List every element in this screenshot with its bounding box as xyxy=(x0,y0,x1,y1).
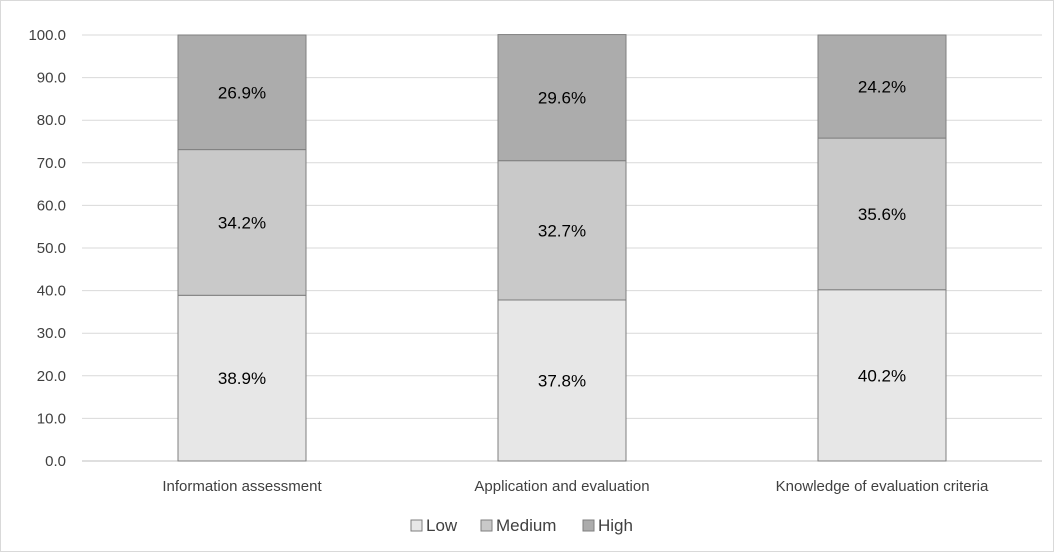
bar-segment-low xyxy=(497,299,627,462)
bar-segment-low xyxy=(817,289,947,462)
y-tick-label: 50.0 xyxy=(37,240,66,257)
data-label: 26.9% xyxy=(218,83,266,102)
data-label: 29.6% xyxy=(538,89,586,108)
data-labels: 38.9% 34.2% 26.9% 37.8% 32.7% 29.6% 40.2% 35.6%… xyxy=(218,78,906,391)
data-label: 37.8% xyxy=(538,371,586,390)
y-tick-label: 90.0 xyxy=(37,70,66,87)
data-label: 24.2% xyxy=(858,78,906,97)
data-label: 40.2% xyxy=(858,366,906,385)
legend-label-medium: Medium xyxy=(496,516,556,535)
data-label: 32.7% xyxy=(538,221,586,240)
bar-segment-medium xyxy=(817,137,947,291)
y-tick-label: 20.0 xyxy=(37,368,66,385)
y-tick-label: 100.0 xyxy=(28,27,66,44)
y-tick-label: 40.0 xyxy=(37,283,66,300)
legend-swatch-medium xyxy=(480,519,493,532)
legend-label-low: Low xyxy=(426,516,458,535)
legend-swatch-high xyxy=(582,519,595,532)
legend-swatch-low xyxy=(410,519,423,532)
bar-segment-high xyxy=(177,34,307,151)
y-axis-tick-labels: 0.0 10.0 20.0 30.0 40.0 50.0 60.0 70.0 80.0 90.0 1… xyxy=(28,27,66,470)
y-tick-label: 10.0 xyxy=(37,410,66,427)
data-label: 34.2% xyxy=(218,213,266,232)
y-tick-label: 80.0 xyxy=(37,112,66,129)
x-axis-category-labels: Information assessment Application and ev… xyxy=(162,478,989,495)
legend: Low Medium High xyxy=(410,516,633,535)
bar-segment-low xyxy=(177,294,307,462)
y-tick-label: 70.0 xyxy=(37,155,66,172)
data-label: 38.9% xyxy=(218,369,266,388)
bars xyxy=(177,34,947,462)
legend-label-high: High xyxy=(598,516,633,535)
bar-segment-medium xyxy=(497,160,627,301)
bar-segment-high xyxy=(497,34,627,162)
bar-segment-high xyxy=(817,34,947,139)
x-category-label: Knowledge of evaluation criteria xyxy=(776,478,989,495)
data-label: 35.6% xyxy=(858,205,906,224)
x-category-label: Information assessment xyxy=(162,478,322,495)
y-tick-label: 60.0 xyxy=(37,197,66,214)
bar-segment-medium xyxy=(177,149,307,296)
x-category-label: Application and evaluation xyxy=(474,478,649,495)
y-tick-label: 30.0 xyxy=(37,325,66,342)
y-tick-label: 0.0 xyxy=(45,453,66,470)
